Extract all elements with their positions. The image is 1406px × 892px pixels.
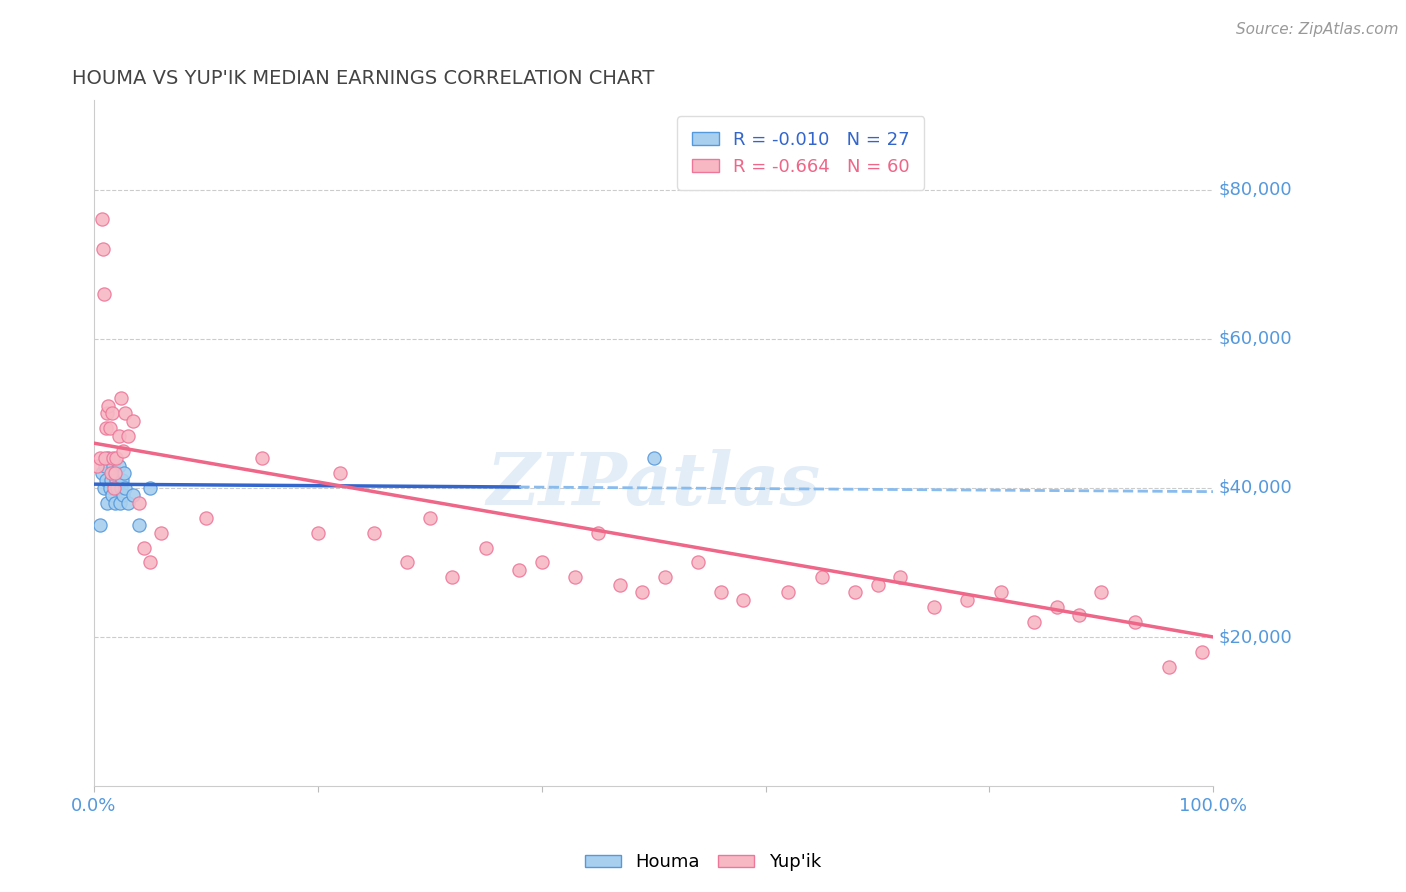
Point: [419, 510, 441, 524]
Point: [101, 488, 124, 502]
Point: [1157, 660, 1180, 674]
Point: [810, 570, 832, 584]
Point: [107, 458, 129, 473]
Point: [100, 474, 122, 488]
Point: [307, 525, 329, 540]
Point: [89, 451, 111, 466]
Point: [1067, 607, 1090, 622]
Point: [90, 212, 112, 227]
Point: [150, 525, 173, 540]
Point: [609, 578, 631, 592]
Point: [112, 443, 135, 458]
Point: [94, 458, 117, 473]
Point: [96, 406, 118, 420]
Point: [1024, 615, 1046, 629]
Point: [117, 428, 139, 442]
Point: [654, 570, 676, 584]
Point: [889, 570, 911, 584]
Point: [101, 406, 124, 420]
Text: Source: ZipAtlas.com: Source: ZipAtlas.com: [1236, 22, 1399, 37]
Point: [1123, 615, 1146, 629]
Point: [139, 481, 162, 495]
Point: [110, 481, 132, 495]
Point: [103, 481, 125, 495]
Point: [631, 585, 654, 599]
Point: [93, 481, 115, 495]
Point: [688, 556, 710, 570]
Point: [89, 518, 111, 533]
Point: [733, 592, 755, 607]
Point: [139, 556, 162, 570]
Point: [441, 570, 464, 584]
Point: [101, 458, 124, 473]
Text: $60,000: $60,000: [1219, 330, 1292, 348]
Point: [866, 578, 889, 592]
Point: [643, 451, 665, 466]
Point: [134, 541, 156, 555]
Point: [363, 525, 385, 540]
Point: [98, 421, 121, 435]
Point: [844, 585, 866, 599]
Point: [586, 525, 609, 540]
Point: [97, 451, 120, 466]
Point: [990, 585, 1012, 599]
Point: [105, 474, 128, 488]
Point: [107, 481, 129, 495]
Point: [111, 474, 134, 488]
Point: [101, 451, 124, 466]
Point: [86, 458, 108, 473]
Point: [97, 399, 120, 413]
Point: [194, 510, 217, 524]
Point: [93, 287, 115, 301]
Text: $80,000: $80,000: [1219, 181, 1292, 199]
Point: [114, 481, 136, 495]
Point: [329, 466, 352, 480]
Point: [107, 428, 129, 442]
Point: [108, 496, 131, 510]
Point: [922, 600, 945, 615]
Text: $40,000: $40,000: [1219, 479, 1292, 497]
Point: [104, 466, 127, 480]
Point: [114, 406, 136, 420]
Point: [103, 466, 125, 480]
Point: [956, 592, 979, 607]
Point: [96, 496, 118, 510]
Point: [128, 496, 150, 510]
Point: [396, 556, 419, 570]
Point: [98, 481, 121, 495]
Point: [104, 496, 127, 510]
Point: [1090, 585, 1112, 599]
Point: [710, 585, 733, 599]
Legend: R = -0.010   N = 27, R = -0.664   N = 60: R = -0.010 N = 27, R = -0.664 N = 60: [678, 116, 925, 190]
Point: [530, 556, 553, 570]
Legend: Houma, Yup'ik: Houma, Yup'ik: [578, 847, 828, 879]
Point: [96, 474, 118, 488]
Point: [94, 451, 117, 466]
Point: [564, 570, 586, 584]
Point: [122, 414, 145, 428]
Point: [122, 488, 145, 502]
Point: [1191, 645, 1213, 659]
Point: [1046, 600, 1069, 615]
Text: ZIPatlas: ZIPatlas: [486, 449, 821, 520]
Point: [105, 451, 128, 466]
Point: [128, 518, 150, 533]
Point: [112, 466, 135, 480]
Point: [100, 466, 122, 480]
Point: [508, 563, 530, 577]
Point: [250, 451, 273, 466]
Text: $20,000: $20,000: [1219, 628, 1292, 646]
Point: [110, 392, 132, 406]
Point: [90, 466, 112, 480]
Point: [117, 496, 139, 510]
Point: [96, 421, 118, 435]
Point: [91, 242, 114, 256]
Point: [112, 488, 135, 502]
Point: [474, 541, 496, 555]
Point: [776, 585, 799, 599]
Text: HOUMA VS YUP'IK MEDIAN EARNINGS CORRELATION CHART: HOUMA VS YUP'IK MEDIAN EARNINGS CORRELAT…: [72, 69, 654, 87]
